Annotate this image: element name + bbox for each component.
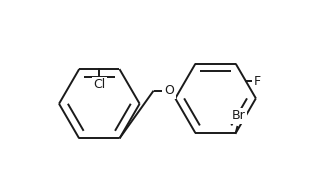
Text: O: O — [164, 84, 174, 97]
Text: Br: Br — [232, 109, 246, 122]
Text: F: F — [253, 74, 261, 87]
Text: Cl: Cl — [93, 78, 105, 91]
